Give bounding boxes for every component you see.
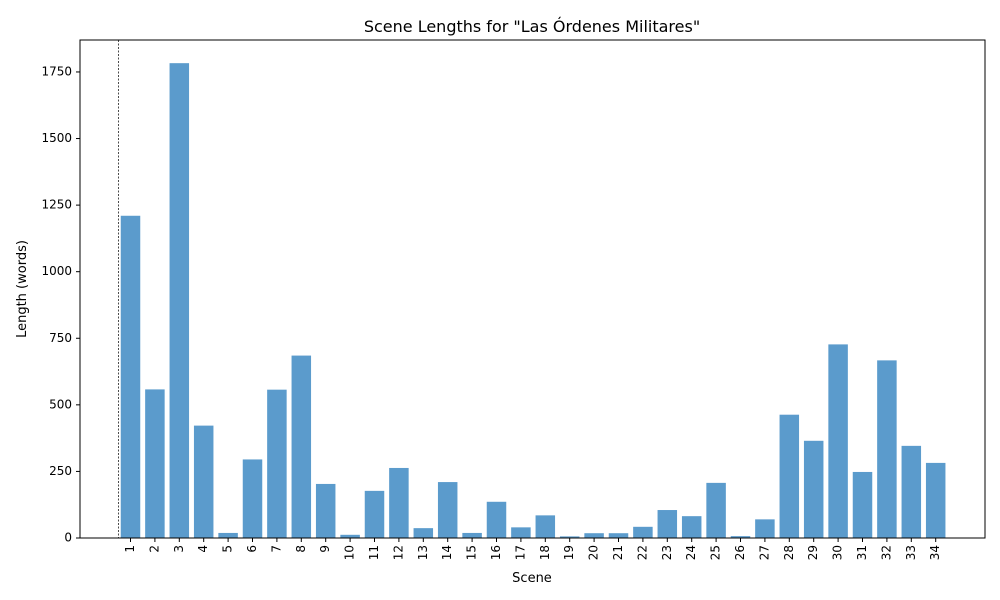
- x-tick-label: 25: [709, 545, 723, 560]
- x-tick-label: 34: [928, 545, 942, 560]
- bar-scene-8: [291, 355, 312, 538]
- bar-scene-16: [486, 501, 507, 538]
- bar-scene-2: [145, 389, 165, 538]
- x-tick-label: 16: [489, 545, 503, 560]
- x-tick-label: 9: [318, 545, 332, 553]
- x-tick-label: 18: [538, 545, 552, 560]
- x-tick-label: 8: [294, 545, 308, 553]
- y-tick-label: 1750: [41, 64, 72, 78]
- x-tick-label: 1: [123, 545, 137, 553]
- x-tick-label: 23: [660, 545, 674, 560]
- bar-scene-23: [657, 510, 678, 538]
- x-tick-label: 10: [343, 545, 357, 560]
- x-tick-label: 13: [416, 545, 430, 560]
- x-tick-label: 14: [440, 545, 454, 560]
- x-tick-label: 11: [367, 545, 381, 560]
- y-tick-label: 1000: [41, 264, 72, 278]
- bars: [120, 63, 946, 539]
- bar-scene-34: [925, 462, 946, 538]
- x-tick-label: 12: [391, 545, 405, 560]
- bar-scene-7: [267, 389, 287, 538]
- bar-scene-15: [462, 532, 482, 538]
- x-tick-label: 7: [269, 545, 283, 553]
- bar-scene-18: [535, 515, 556, 538]
- bar-scene-13: [413, 528, 434, 538]
- bar-scene-29: [803, 440, 824, 538]
- x-tick-label: 24: [684, 545, 698, 560]
- bar-scene-26: [730, 536, 751, 538]
- bar-scene-11: [364, 490, 385, 538]
- bar-scene-14: [437, 482, 458, 538]
- x-tick-label: 29: [806, 545, 820, 560]
- x-tick-label: 26: [733, 545, 747, 560]
- bar-scene-21: [608, 533, 629, 538]
- x-tick-label: 22: [635, 545, 649, 560]
- x-tick-label: 20: [587, 545, 601, 560]
- x-tick-label: 33: [904, 545, 918, 560]
- bar-scene-6: [242, 459, 263, 538]
- x-tick-label: 3: [172, 545, 186, 553]
- bar-scene-10: [340, 534, 360, 538]
- x-tick-label: 15: [465, 545, 479, 560]
- x-tick-label: 6: [245, 545, 259, 553]
- x-tick-label: 27: [757, 545, 771, 560]
- bar-scene-4: [193, 425, 214, 538]
- y-tick-label: 0: [64, 531, 72, 545]
- y-axis-label: Length (words): [15, 240, 30, 338]
- x-tick-label: 17: [513, 545, 527, 560]
- x-axis-ticks: 1 2 3 4 5 6 7 8 9 10 11 12 13 14 15 16 17 18 19 20 21 22 23 24 2…: [123, 538, 942, 560]
- bar-scene-28: [779, 414, 800, 538]
- bar-scene-17: [511, 527, 531, 538]
- bar-scene-1: [120, 215, 141, 538]
- bar-scene-9: [315, 483, 336, 538]
- x-tick-label: 31: [855, 545, 869, 560]
- bar-scene-5: [218, 532, 238, 538]
- y-tick-label: 500: [49, 397, 72, 411]
- bar-scene-19: [559, 536, 580, 538]
- plot-frame: [79, 39, 986, 539]
- x-tick-label: 19: [562, 545, 576, 560]
- bar-scene-32: [877, 360, 897, 538]
- bar-scene-20: [584, 533, 604, 538]
- x-tick-label: 32: [879, 545, 893, 560]
- x-tick-label: 2: [147, 545, 161, 553]
- bar-scene-25: [706, 482, 726, 538]
- bar-scene-3: [169, 63, 190, 539]
- x-tick-label: 30: [831, 545, 845, 560]
- y-tick-label: 1500: [41, 131, 72, 145]
- bar-scene-31: [852, 471, 873, 538]
- bar-scene-24: [681, 516, 702, 538]
- bar-scene-33: [901, 445, 922, 538]
- y-tick-label: 1250: [41, 198, 72, 212]
- x-tick-label: 4: [196, 545, 210, 553]
- y-tick-label: 750: [49, 331, 72, 345]
- x-tick-label: 5: [221, 545, 235, 553]
- y-tick-label: 250: [49, 464, 72, 478]
- bar-scene-30: [828, 344, 848, 538]
- y-axis-ticks: 0 250 500 750 1000 1250 1500 1750: [41, 64, 80, 545]
- bar-scene-12: [389, 467, 409, 538]
- bar-scene-22: [633, 526, 653, 538]
- x-tick-label: 21: [611, 545, 625, 560]
- bar-scene-27: [755, 519, 775, 538]
- chart-title: Scene Lengths for "Las Órdenes Militares…: [364, 17, 700, 36]
- x-tick-label: 28: [782, 545, 796, 560]
- x-axis-label: Scene: [512, 571, 552, 586]
